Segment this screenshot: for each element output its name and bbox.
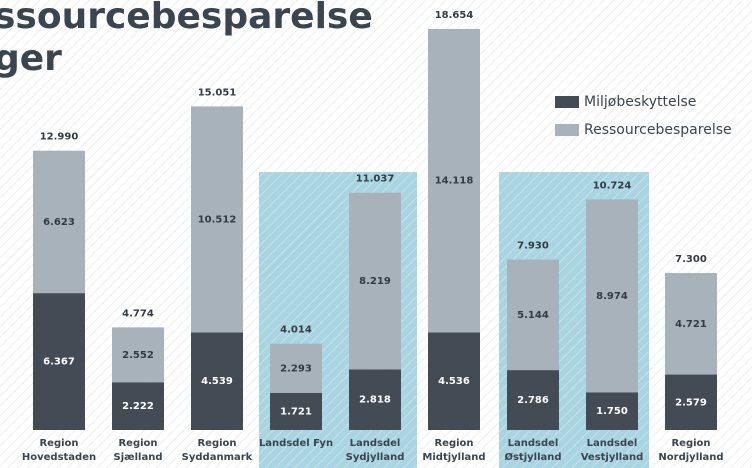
title-line: ssourcebesparelse bbox=[0, 0, 373, 37]
value-label: 1.750 bbox=[596, 406, 628, 417]
bar-segment bbox=[349, 192, 401, 370]
bar-segment bbox=[112, 327, 164, 383]
x-tick-label: Region bbox=[671, 438, 710, 449]
bar-segment bbox=[507, 370, 559, 430]
value-label: 1.721 bbox=[280, 406, 312, 417]
value-label: 5.144 bbox=[517, 310, 549, 321]
total-label: 7.300 bbox=[675, 254, 707, 265]
total-label: 7.930 bbox=[517, 241, 549, 252]
total-label: 10.724 bbox=[593, 180, 632, 191]
value-label: 8.974 bbox=[596, 291, 628, 302]
x-tick-label: Vestjylland bbox=[581, 452, 644, 463]
x-tick-label: Midtjylland bbox=[422, 452, 485, 463]
x-tick-label: Landsdel bbox=[587, 438, 638, 449]
legend-swatch bbox=[555, 124, 579, 136]
x-tick-label: Sjælland bbox=[114, 452, 163, 463]
legend-swatch bbox=[555, 96, 579, 108]
value-label: 2.786 bbox=[517, 395, 549, 406]
total-label: 4.014 bbox=[280, 325, 312, 336]
total-label: 4.774 bbox=[122, 308, 154, 319]
value-label: 4.539 bbox=[201, 376, 233, 387]
value-label: 6.367 bbox=[43, 357, 75, 368]
value-label: 10.512 bbox=[198, 214, 237, 225]
bar-segment bbox=[428, 332, 480, 430]
bar-segment bbox=[33, 150, 85, 294]
value-label: 2.222 bbox=[122, 401, 154, 412]
x-tick-label: Landsdel bbox=[350, 438, 401, 449]
bar-segment bbox=[191, 332, 243, 430]
value-label: 6.623 bbox=[43, 217, 75, 228]
title-line: ger bbox=[0, 38, 62, 79]
value-label: 4.721 bbox=[675, 319, 707, 330]
bar-segment bbox=[33, 293, 85, 430]
bar-segment bbox=[428, 28, 480, 333]
x-tick-label: Region bbox=[434, 438, 473, 449]
value-label: 8.219 bbox=[359, 276, 391, 287]
x-tick-label: Østjylland bbox=[504, 451, 561, 463]
x-tick-label: Hovedstaden bbox=[22, 452, 96, 463]
value-label: 14.118 bbox=[435, 176, 474, 187]
bar-segment bbox=[270, 392, 322, 430]
value-label: 2.293 bbox=[280, 363, 312, 374]
bar-segment bbox=[112, 382, 164, 430]
value-label: 2.818 bbox=[359, 395, 391, 406]
bar-segment bbox=[665, 273, 717, 375]
bar-segment bbox=[270, 343, 322, 393]
legend-label: Ressourcebesparelse bbox=[584, 122, 732, 138]
value-label: 4.536 bbox=[438, 376, 470, 387]
value-label: 2.552 bbox=[122, 350, 154, 361]
total-label: 15.051 bbox=[198, 87, 237, 98]
legend-label: Miljøbeskyttelse bbox=[584, 94, 696, 110]
x-tick-label: Nordjylland bbox=[658, 452, 723, 463]
bar-segment bbox=[349, 369, 401, 430]
value-label: 2.579 bbox=[675, 397, 707, 408]
total-label: 12.990 bbox=[40, 132, 79, 143]
total-label: 18.654 bbox=[435, 10, 474, 21]
x-tick-label: Landsdel bbox=[508, 438, 559, 449]
x-tick-label: Region bbox=[118, 438, 157, 449]
bar-segment bbox=[665, 374, 717, 430]
bar-segment bbox=[191, 106, 243, 333]
bar-segment bbox=[586, 199, 638, 393]
bar-segment bbox=[586, 392, 638, 430]
x-tick-label: Region bbox=[39, 438, 78, 449]
total-label: 11.037 bbox=[356, 174, 395, 185]
x-tick-label: Syddanmark bbox=[182, 452, 253, 463]
x-tick-label: Landsdel Fyn bbox=[259, 438, 333, 449]
x-tick-label: Region bbox=[197, 438, 236, 449]
bar-segment bbox=[507, 259, 559, 371]
x-tick-label: Sydjylland bbox=[346, 452, 405, 463]
